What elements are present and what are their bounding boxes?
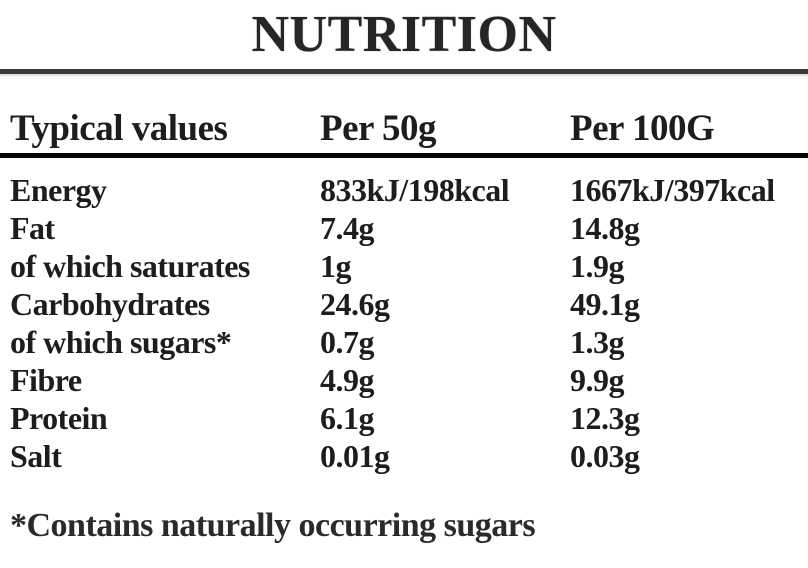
row-label: Fat	[10, 210, 55, 246]
value-per-100g: 14.8g	[570, 210, 640, 246]
table-header-row: Typical values Per 50g Per 100G	[0, 108, 808, 150]
value-per-50g: 1g	[320, 248, 352, 284]
row-label: Carbohydrates	[10, 286, 210, 322]
value-per-50g: 24.6g	[320, 286, 390, 322]
value-per-100g: 9.9g	[570, 362, 625, 398]
table-row: of which saturates 1g 1.9g	[0, 247, 808, 285]
table-row: Carbohydrates 24.6g 49.1g	[0, 285, 808, 323]
row-label: Energy	[10, 172, 107, 208]
column-header-per-100g: Per 100G	[570, 108, 715, 149]
table-row: Energy 833kJ/198kcal 1667kJ/397kcal	[0, 171, 808, 209]
value-per-100g: 1667kJ/397kcal	[570, 172, 775, 208]
value-per-100g: 12.3g	[570, 400, 640, 436]
value-per-100g: 1.9g	[570, 248, 625, 284]
table-row: of which sugars* 0.7g 1.3g	[0, 323, 808, 361]
title-divider	[0, 69, 808, 74]
table-row: Fibre 4.9g 9.9g	[0, 361, 808, 399]
header-divider	[0, 153, 808, 158]
value-per-50g: 6.1g	[320, 400, 375, 436]
row-label: of which sugars*	[10, 324, 232, 360]
column-header-per-50g: Per 50g	[320, 108, 437, 149]
value-per-100g: 49.1g	[570, 286, 640, 322]
value-per-50g: 0.01g	[320, 438, 390, 474]
nutrition-title: NUTRITION	[251, 6, 557, 63]
value-per-100g: 1.3g	[570, 324, 625, 360]
value-per-50g: 4.9g	[320, 362, 375, 398]
value-per-50g: 7.4g	[320, 210, 375, 246]
value-per-100g: 0.03g	[570, 438, 640, 474]
row-label: Fibre	[10, 362, 82, 398]
value-per-50g: 833kJ/198kcal	[320, 172, 510, 208]
sugars-footnote: *Contains naturally occurring sugars	[10, 507, 536, 544]
column-header-typical-values: Typical values	[10, 108, 228, 149]
row-label: of which saturates	[10, 248, 250, 284]
table-row: Fat 7.4g 14.8g	[0, 209, 808, 247]
table-row: Salt 0.01g 0.03g	[0, 437, 808, 475]
table-row: Protein 6.1g 12.3g	[0, 399, 808, 437]
value-per-50g: 0.7g	[320, 324, 375, 360]
row-label: Protein	[10, 400, 108, 436]
nutrition-rows: Energy 833kJ/198kcal 1667kJ/397kcal Fat 7.4g…	[0, 171, 808, 475]
row-label: Salt	[10, 438, 62, 474]
